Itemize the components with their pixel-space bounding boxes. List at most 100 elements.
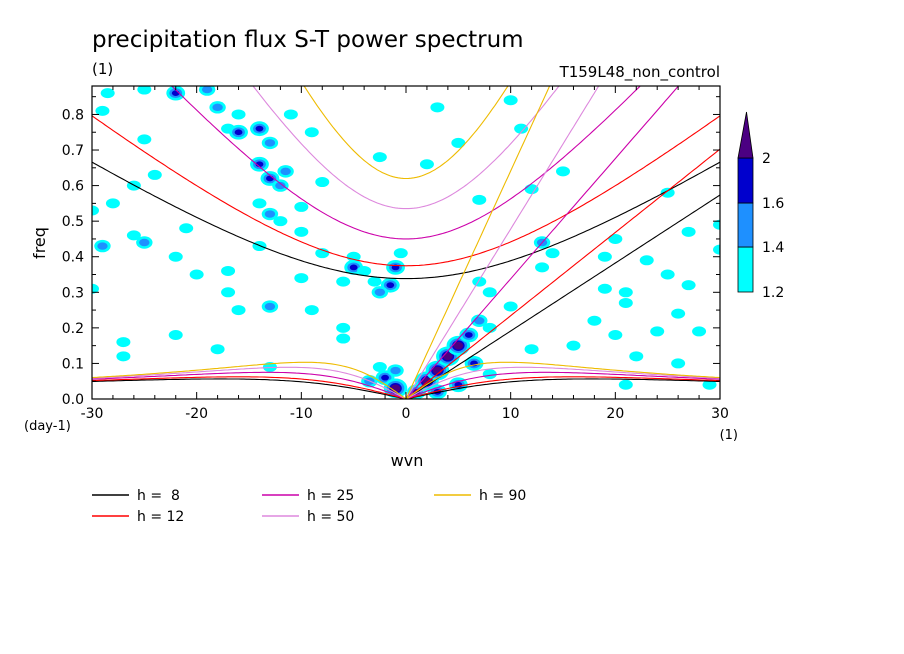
power-blob-core xyxy=(474,317,485,325)
kelvin-curve xyxy=(405,86,680,399)
inertia-gravity-curve xyxy=(171,86,641,240)
colorbar-extend-triangle xyxy=(737,111,754,159)
power-blob xyxy=(482,369,497,380)
power-blob xyxy=(482,287,497,298)
power-blob xyxy=(629,351,644,362)
power-blob xyxy=(304,305,319,316)
power-blob xyxy=(671,308,686,319)
power-blob-core xyxy=(264,139,276,147)
power-blob xyxy=(451,137,466,148)
power-blob xyxy=(367,276,382,287)
power-blob xyxy=(357,265,372,276)
power-blob xyxy=(566,340,581,351)
power-blob xyxy=(137,86,152,95)
inertia-gravity-curve xyxy=(303,86,509,180)
power-blob xyxy=(147,169,162,180)
power-blob xyxy=(92,283,99,294)
power-blob xyxy=(283,109,298,120)
power-blob xyxy=(713,219,720,230)
power-blob xyxy=(105,198,120,209)
colorbar-segment xyxy=(737,157,754,204)
power-blob xyxy=(221,265,236,276)
rossby-curve xyxy=(92,366,720,399)
power-blob xyxy=(179,223,194,234)
power-blob xyxy=(472,194,487,205)
y-tick-label: 0.1 xyxy=(62,356,84,372)
power-blob xyxy=(346,251,361,262)
power-blob xyxy=(650,326,665,337)
kelvin-curve xyxy=(405,148,720,399)
kelvin-curve xyxy=(405,86,600,399)
power-blob xyxy=(503,95,518,106)
legend-label: h = 12 xyxy=(137,509,184,525)
power-blob-core xyxy=(255,125,264,132)
power-blob xyxy=(671,358,686,369)
power-blob xyxy=(556,166,570,177)
power-blob xyxy=(372,361,387,372)
power-blob xyxy=(168,329,183,340)
power-blob-core xyxy=(453,341,464,350)
power-blob xyxy=(116,337,131,348)
dispersion-curves xyxy=(92,86,720,399)
power-blob-core xyxy=(266,175,274,182)
y-tick-label: 0.4 xyxy=(62,250,84,266)
rossby-curve xyxy=(92,361,720,399)
power-blob xyxy=(618,297,633,308)
power-blob xyxy=(660,187,675,198)
power-blob-core xyxy=(381,374,389,381)
power-blob-core xyxy=(390,366,401,375)
x-tick-label: 10 xyxy=(502,406,520,422)
x-tick-label: 30 xyxy=(711,406,729,422)
power-blob xyxy=(168,251,183,262)
power-blob xyxy=(608,233,623,244)
colorbar-label: 1.2 xyxy=(762,285,784,301)
power-blob-core xyxy=(212,103,223,112)
y-units-label: (day-1) xyxy=(24,419,71,434)
x-axis-label: wvn xyxy=(391,451,424,470)
plot-frame xyxy=(91,85,721,400)
power-contours xyxy=(92,86,720,399)
power-blob xyxy=(393,248,408,259)
power-blob xyxy=(503,301,518,312)
power-blob xyxy=(713,244,720,255)
legend-label: h = 90 xyxy=(479,488,526,504)
inertia-gravity-curve xyxy=(252,86,560,210)
colorbar-label: 1.6 xyxy=(762,196,784,212)
power-blob xyxy=(618,287,633,298)
rossby-curve xyxy=(92,378,720,399)
power-blob-core xyxy=(464,332,473,338)
y-axis: 0.0 0.1 0.2 0.3 0.4 0.5 0.6 0.7 0.8 xyxy=(62,96,720,408)
kelvin-curve xyxy=(405,86,551,399)
power-blob xyxy=(702,379,717,390)
power-blob xyxy=(472,276,487,287)
power-blob xyxy=(419,159,434,170)
x-axis: -30 -20 -10 0 10 20 30 xyxy=(81,86,729,422)
power-blob-core xyxy=(264,302,276,311)
power-blob-core xyxy=(275,181,286,190)
colorbar-label: 2 xyxy=(762,151,771,167)
power-blob-core xyxy=(264,210,276,218)
y-axis-label: freq xyxy=(30,227,49,259)
power-blob-core xyxy=(374,288,386,296)
legend-label: h = 50 xyxy=(307,509,354,525)
power-blob-core xyxy=(234,129,243,136)
inertia-gravity-curve xyxy=(92,115,720,267)
power-blob xyxy=(618,379,633,390)
colorbar-segment xyxy=(737,202,754,248)
power-blob xyxy=(660,269,675,280)
power-blob xyxy=(95,105,110,116)
power-blob xyxy=(294,201,309,212)
legend: h = 8 h = 12 h = 25 h = 50 h = 90 xyxy=(92,488,526,525)
power-blob-core xyxy=(386,282,395,289)
power-blob xyxy=(681,226,696,237)
power-blob xyxy=(681,280,696,291)
power-blob xyxy=(524,184,539,195)
y-tick-label: 0.6 xyxy=(62,179,84,195)
y-tick-label: 0.8 xyxy=(62,107,84,123)
power-blob xyxy=(126,230,141,241)
power-blob xyxy=(231,305,246,316)
power-blob xyxy=(608,329,623,340)
colorbar-label: 1.4 xyxy=(762,240,784,256)
power-blob xyxy=(100,88,115,99)
